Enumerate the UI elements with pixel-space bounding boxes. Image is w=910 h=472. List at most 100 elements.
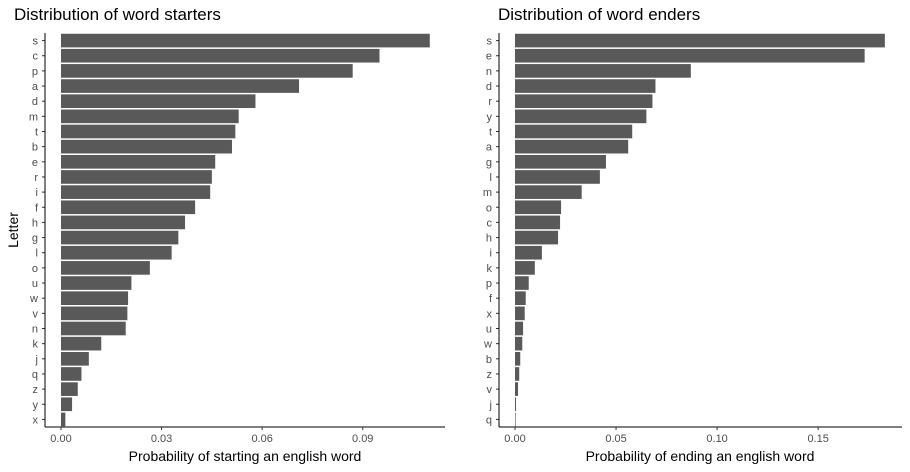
bar-c — [515, 215, 561, 230]
y-tick-label: r — [34, 172, 38, 184]
y-tick-label: w — [29, 293, 38, 305]
y-tick-label: y — [487, 111, 493, 123]
bar-v — [61, 306, 128, 321]
bar-m — [61, 109, 239, 124]
y-tick-label: u — [486, 324, 492, 336]
y-tick-label: m — [483, 187, 492, 199]
bar-d — [61, 94, 256, 109]
bar-v — [515, 382, 519, 396]
y-tick-label: y — [33, 399, 39, 411]
bar-f — [515, 291, 526, 306]
y-tick-label: k — [33, 339, 39, 351]
bar-a — [515, 139, 629, 154]
bar-d — [515, 79, 656, 93]
bar-n — [515, 64, 691, 78]
bar-l — [61, 245, 172, 260]
bar-a — [61, 79, 300, 93]
y-tick-label: r — [488, 96, 492, 108]
y-tick-label: s — [487, 36, 493, 48]
y-tick-label: t — [489, 127, 492, 139]
y-axis-title: Letter — [5, 212, 21, 248]
chart-title: Distribution of word enders — [498, 5, 700, 24]
y-tick-label: c — [487, 217, 493, 229]
bar-g — [515, 154, 606, 169]
y-tick-label: h — [32, 217, 38, 229]
y-tick-label: n — [32, 324, 38, 336]
y-tick-label: x — [487, 308, 493, 320]
y-tick-label: l — [36, 248, 38, 260]
bar-t — [61, 124, 236, 139]
y-tick-label: z — [487, 369, 493, 381]
y-tick-label: q — [486, 414, 492, 426]
y-tick-label: v — [487, 384, 493, 396]
y-tick-label: t — [35, 127, 38, 139]
bar-e — [515, 48, 865, 63]
y-tick-label: a — [32, 81, 39, 93]
y-tick-label: f — [489, 293, 493, 305]
bar-r — [61, 170, 212, 184]
bar-c — [61, 48, 380, 63]
bar-q — [61, 367, 82, 381]
y-tick-label: n — [486, 66, 492, 78]
y-tick-label: g — [486, 157, 492, 169]
x-tick-label: 0.00 — [504, 433, 525, 445]
y-tick-label: p — [486, 278, 492, 290]
bar-o — [515, 200, 562, 215]
bar-b — [515, 351, 521, 366]
bar-x — [515, 306, 525, 321]
bar-y — [61, 397, 73, 412]
bar-i — [515, 245, 542, 260]
bar-b — [61, 139, 232, 154]
bar-i — [61, 185, 211, 199]
x-tick-label: 0.00 — [50, 433, 71, 445]
bar-z — [61, 382, 78, 396]
x-tick-label: 0.05 — [605, 433, 626, 445]
y-tick-label: u — [32, 278, 38, 290]
bar-j — [61, 351, 89, 366]
bar-s — [61, 33, 430, 48]
x-axis-title: Probability of ending an english word — [586, 448, 815, 464]
bar-u — [515, 321, 524, 336]
y-tick-label: j — [489, 399, 492, 411]
x-axis-title: Probability of starting an english word — [129, 448, 362, 464]
bar-n — [61, 321, 126, 336]
y-tick-label: v — [33, 308, 39, 320]
bar-x — [61, 412, 66, 427]
y-tick-label: b — [486, 354, 492, 366]
x-tick-label: 0.09 — [352, 433, 373, 445]
bar-t — [515, 124, 633, 139]
y-tick-label: d — [32, 96, 38, 108]
bar-k — [515, 261, 535, 275]
bar-h — [515, 230, 559, 245]
y-tick-label: d — [486, 81, 492, 93]
y-tick-label: i — [490, 248, 492, 260]
bar-w — [515, 336, 523, 351]
bar-l — [515, 170, 600, 184]
x-tick-label: 0.03 — [151, 433, 172, 445]
bar-p — [515, 276, 529, 290]
y-tick-label: m — [29, 111, 38, 123]
y-tick-label: e — [486, 51, 492, 63]
y-tick-label: p — [32, 66, 38, 78]
word-enders-panel: Distribution of word enders Probability … — [483, 5, 902, 464]
y-tick-label: l — [490, 172, 492, 184]
y-tick-label: s — [33, 36, 39, 48]
y-tick-label: b — [32, 142, 38, 154]
y-tick-label: j — [35, 354, 38, 366]
bar-f — [61, 200, 196, 215]
bar-m — [515, 185, 582, 199]
y-tick-label: e — [32, 157, 38, 169]
y-tick-label: i — [36, 187, 38, 199]
y-tick-label: o — [486, 202, 492, 214]
bar-j — [515, 397, 517, 412]
bar-s — [515, 33, 885, 48]
y-tick-label: k — [487, 263, 493, 275]
bar-q — [515, 412, 516, 427]
x-tick-label: 0.15 — [807, 433, 828, 445]
y-tick-label: x — [33, 414, 39, 426]
bar-k — [61, 336, 102, 351]
bar-o — [61, 261, 150, 275]
y-tick-label: g — [32, 233, 38, 245]
bar-r — [515, 94, 653, 109]
